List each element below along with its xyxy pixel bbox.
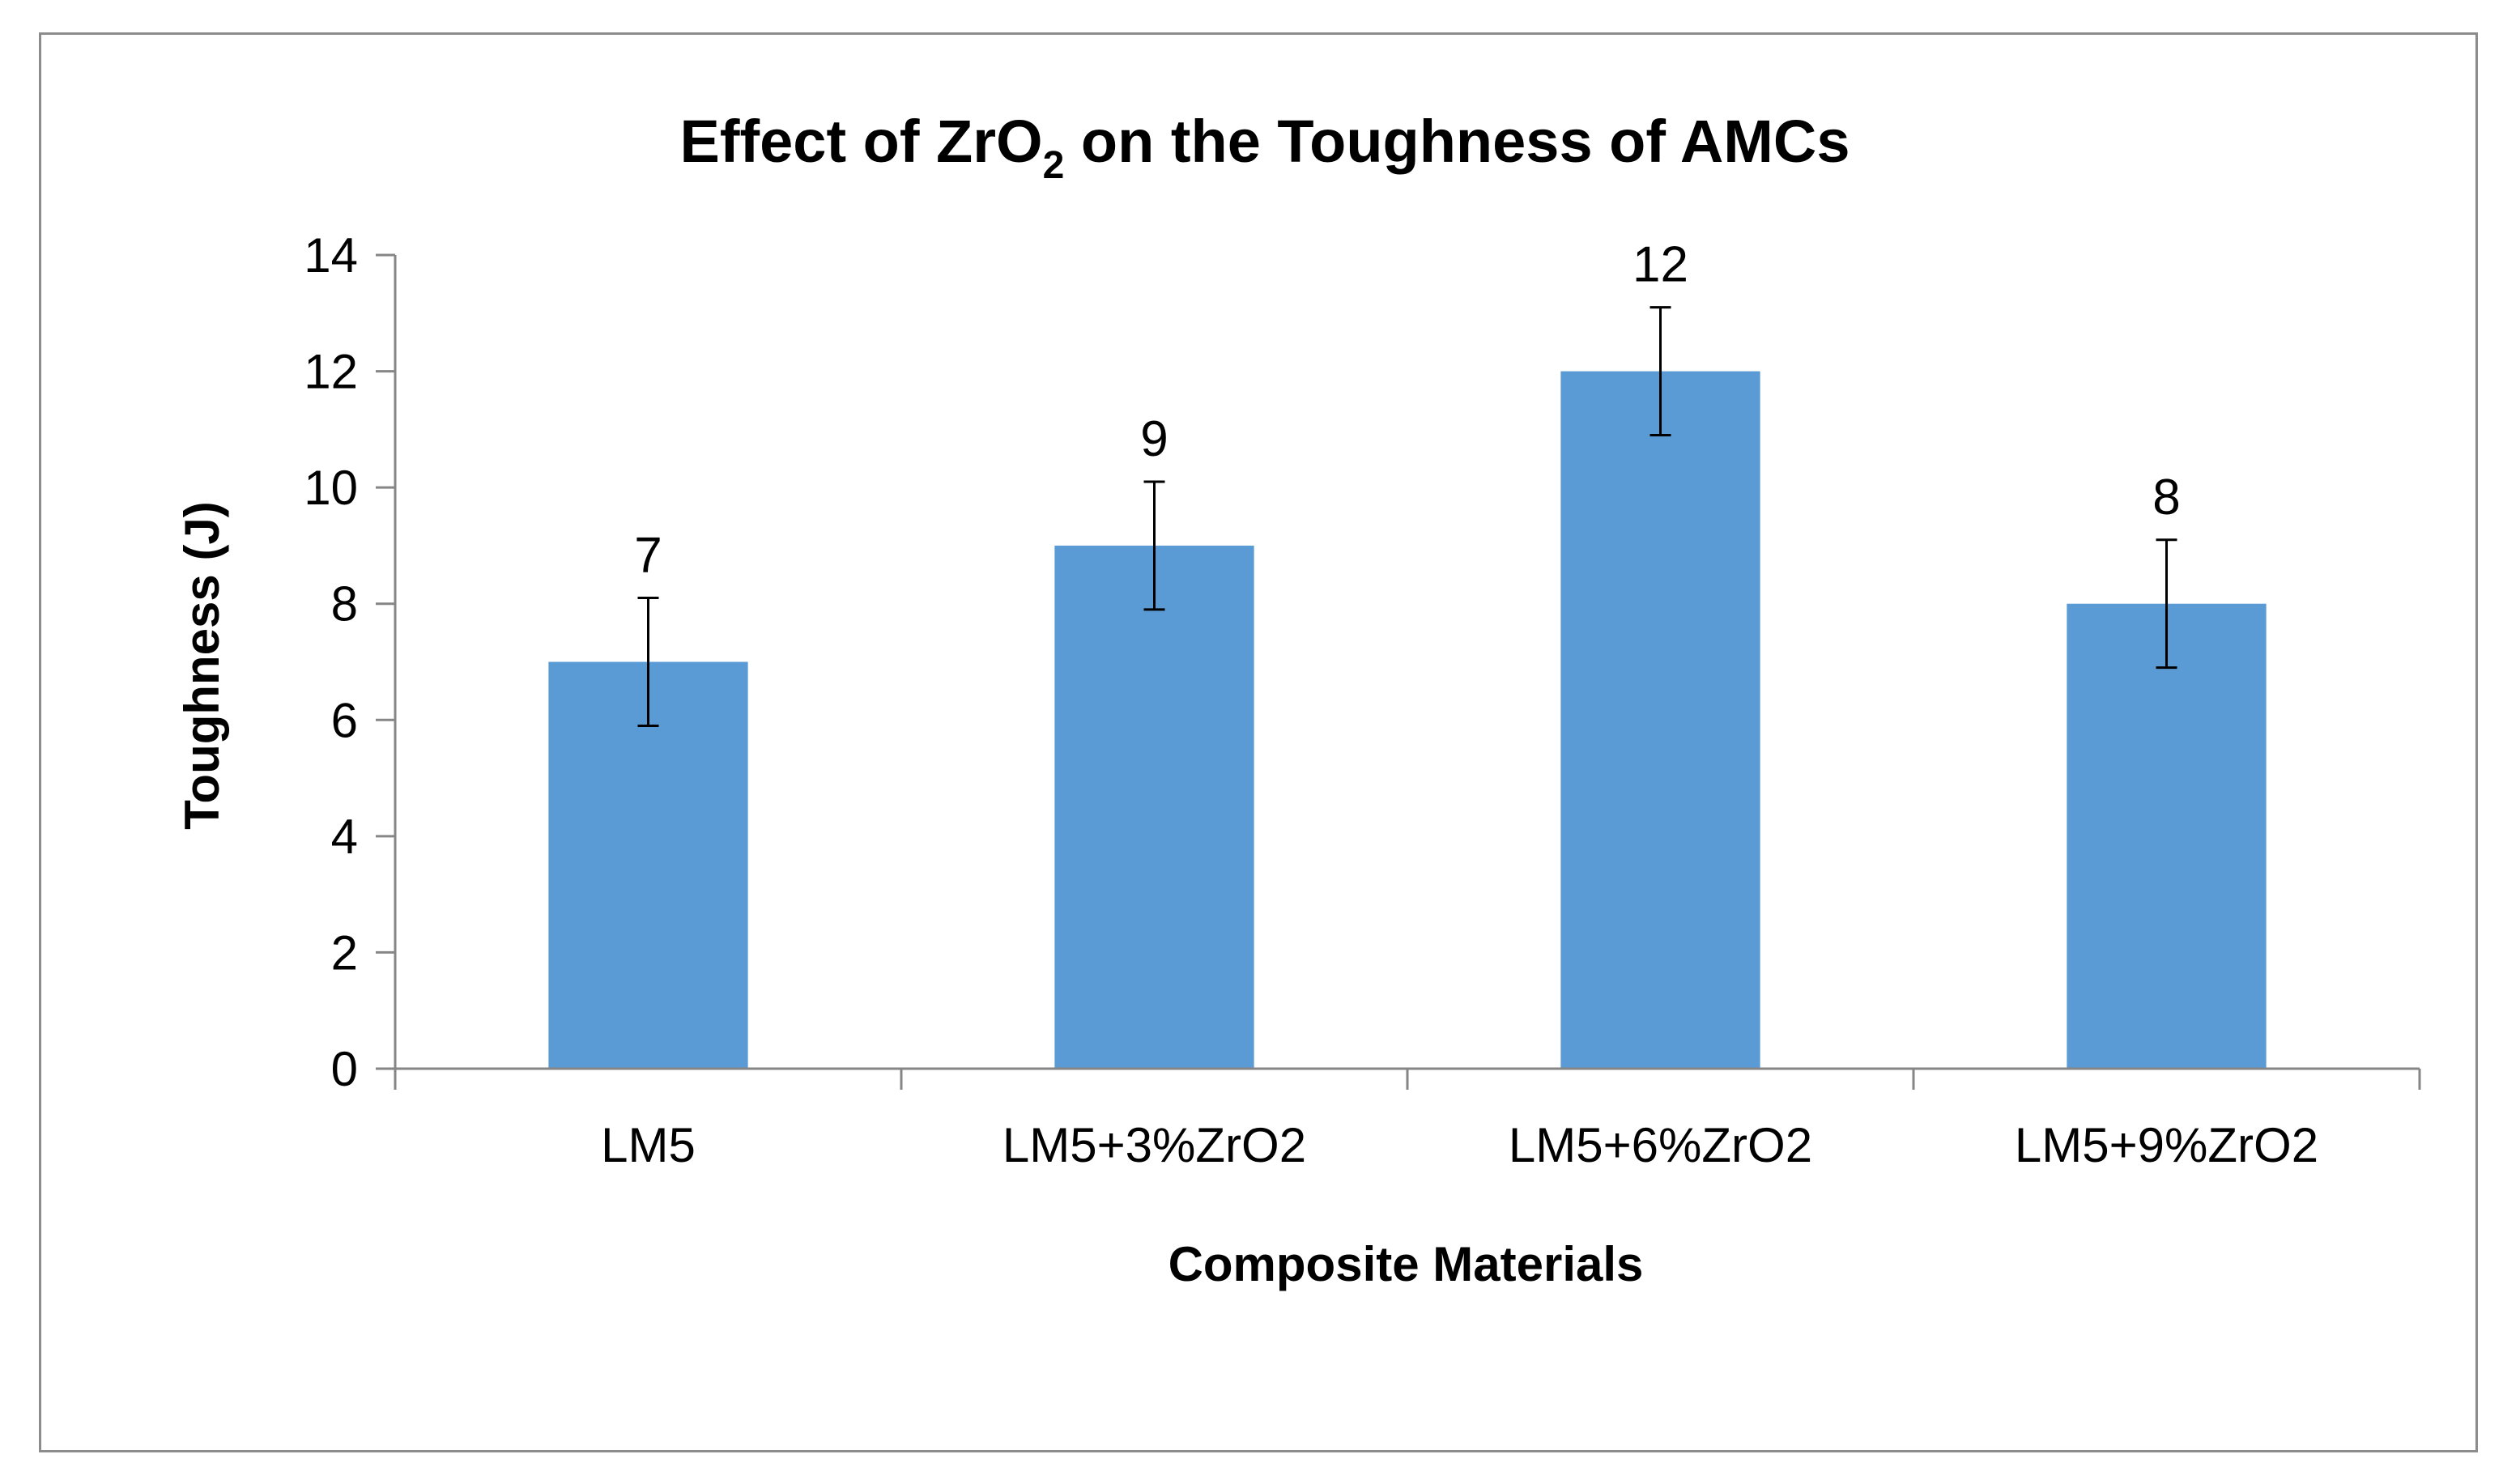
chart-title: Effect of ZrO2 on the Toughness of AMCs <box>680 108 1850 187</box>
y-tick-label-2: 4 <box>331 810 358 864</box>
y-tick-label-5: 10 <box>304 461 358 515</box>
data-label-2: 12 <box>1632 237 1688 293</box>
error-bars-layer <box>637 306 2177 727</box>
bar-3 <box>2067 603 2267 1069</box>
bar-1 <box>1054 545 1254 1069</box>
x-tick-label-2: LM5+6%ZrO2 <box>1509 1118 1812 1172</box>
chart-title-suffix: on the Toughness of AMCs <box>1064 108 1850 175</box>
data-label-1: 9 <box>1140 411 1168 467</box>
x-tick-label-1: LM5+3%ZrO2 <box>1002 1118 1306 1172</box>
bars-layer <box>548 371 2267 1069</box>
y-tick-label-3: 6 <box>331 693 358 747</box>
y-axis-title: Toughness (J) <box>175 501 229 830</box>
chart-title-prefix: Effect of ZrO <box>680 108 1043 175</box>
data-label-0: 7 <box>634 528 662 584</box>
y-tick-label-4: 8 <box>331 577 358 631</box>
labels-layer: LM5 LM5+3%ZrO2 LM5+6%ZrO2 LM5+9%ZrO2 7 9 12 8 <box>601 237 2318 1172</box>
bar-0 <box>548 661 748 1069</box>
x-tick-label-3: LM5+9%ZrO2 <box>2015 1118 2318 1172</box>
error-bar-2 <box>1649 306 1671 437</box>
bar-2 <box>1560 371 1760 1069</box>
error-bar-1 <box>1143 480 1165 611</box>
x-tick-label-0: LM5 <box>601 1118 696 1172</box>
error-bar-3 <box>2156 538 2177 670</box>
axes-layer: 0 2 4 6 8 10 12 14 <box>304 228 2421 1096</box>
y-tick-label-0: 0 <box>331 1042 358 1096</box>
chart-title-subscript: 2 <box>1043 144 1065 187</box>
y-tick-label-1: 2 <box>331 925 358 980</box>
error-bar-0 <box>637 597 659 727</box>
data-label-3: 8 <box>2152 470 2180 525</box>
y-tick-label-7: 14 <box>304 228 358 283</box>
x-axis-title: Composite Materials <box>1168 1237 1644 1291</box>
y-tick-label-6: 12 <box>304 345 358 399</box>
